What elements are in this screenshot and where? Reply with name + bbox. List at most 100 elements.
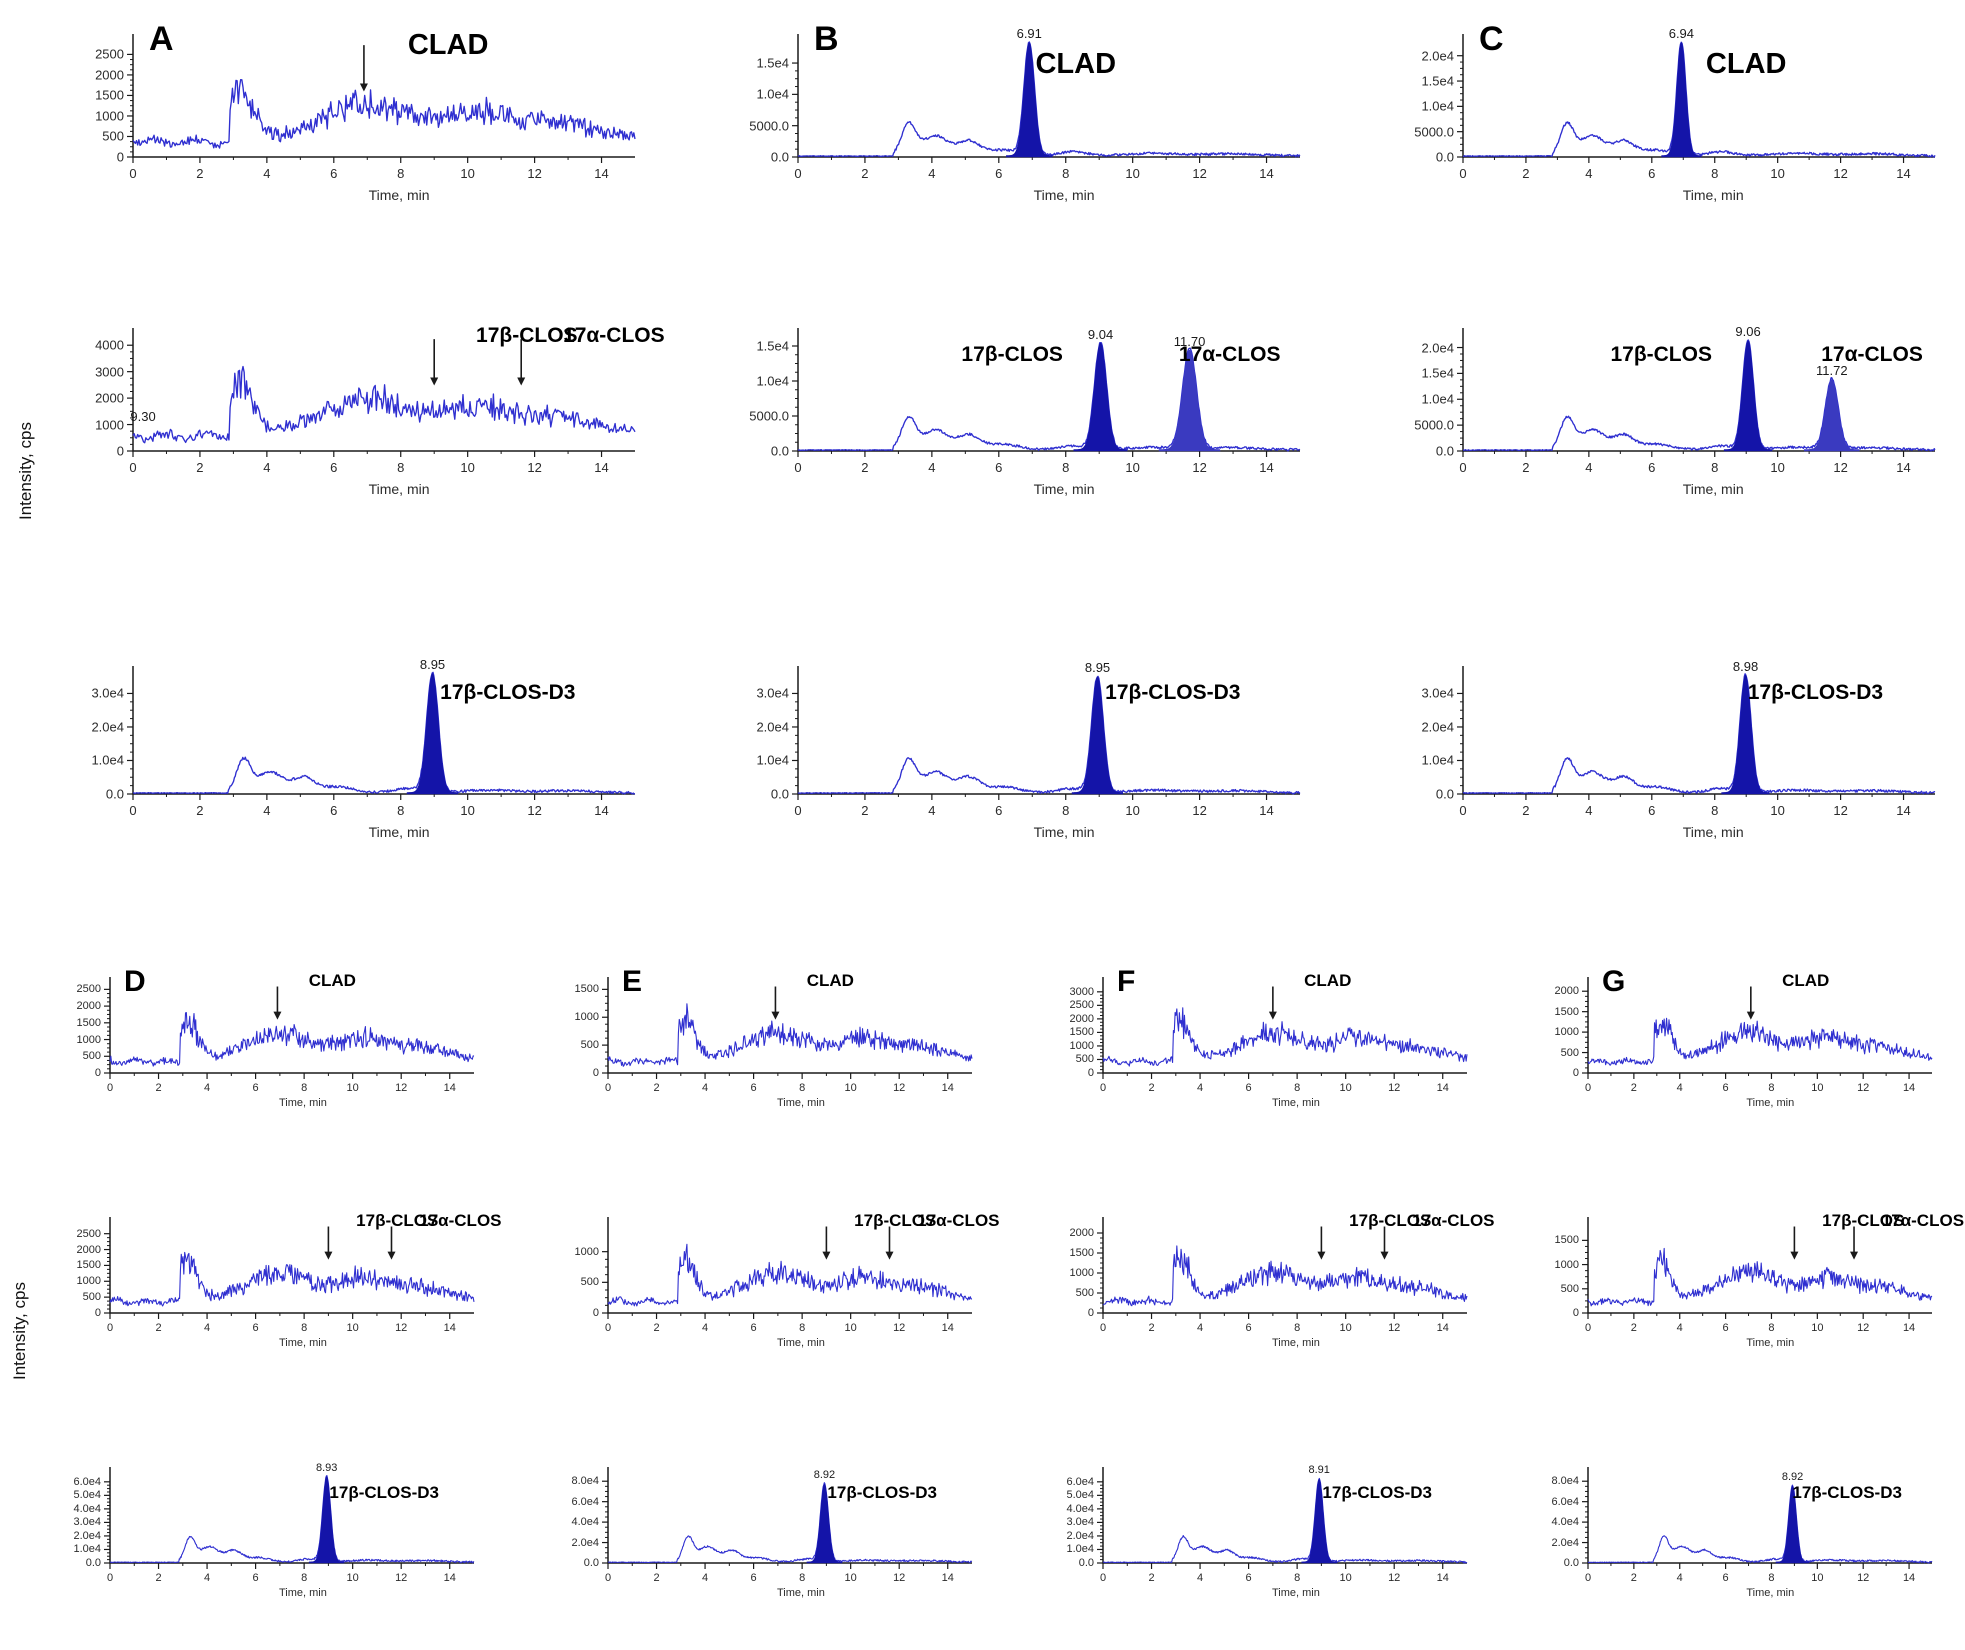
y-tick-label: 500	[580, 1276, 599, 1289]
x-tick-label: 2	[1148, 1322, 1155, 1334]
y-tick-label: 1.0e4	[91, 752, 124, 768]
x-tick-label: 2	[155, 1322, 162, 1334]
x-tick-label: 8	[799, 1322, 806, 1334]
chart-canvas	[792, 328, 1301, 457]
x-tick-label: 8	[1062, 460, 1070, 475]
x-axis-title: Time, min	[1746, 1337, 1795, 1349]
x-tick-label: 2	[196, 166, 204, 181]
x-tick-label: 12	[893, 1322, 906, 1334]
chart-panel-a2: 0 1000 2000 3000 4000 0 2 4 6 8 10 12 14 Time, min 9.3…	[55, 312, 665, 507]
compound-annotation: 17α-CLOS	[563, 323, 665, 347]
y-tick-label: 1000	[76, 1033, 101, 1046]
x-tick-label: 12	[1388, 1572, 1401, 1584]
x-tick-label: 0	[129, 166, 137, 181]
panel-letter-f: F	[1117, 965, 1136, 998]
y-tick-label: 3000	[95, 364, 124, 380]
x-axis-title: Time, min	[1033, 187, 1095, 203]
x-tick-label: 0	[129, 460, 137, 475]
x-tick-label: 2	[1522, 803, 1530, 818]
chart-panel-f3: 0.0 1.0e4 2.0e4 3.0e4 4.0e4 5.0e4 6.0e4 0 2 4 6 8 10…	[1055, 1455, 1475, 1605]
x-axis-title: Time, min	[278, 1337, 327, 1349]
y-tick-label: 4.0e4	[571, 1516, 599, 1529]
x-tick-label: 12	[1192, 803, 1207, 818]
y-tick-label: 2000	[76, 1000, 101, 1013]
compound-annotation: 17β-CLOS	[961, 342, 1063, 366]
x-tick-label: 2	[1148, 1082, 1155, 1094]
chart-panel-b2: 0.0 5000.0 1.0e4 1.5e4 0 2 4 6 8 10 12 14 Time, min 9…	[720, 312, 1310, 507]
x-tick-label: 12	[395, 1082, 408, 1094]
chromatogram-trace	[109, 1251, 475, 1307]
y-tick-label: 6.0e4	[1551, 1495, 1579, 1508]
chart-panel-e3: 0.0 2.0e4 4.0e4 6.0e4 8.0e4 0 2 4 6 8 10 12 14 Time, …	[560, 1455, 980, 1605]
x-tick-label: 10	[346, 1322, 359, 1334]
x-tick-label: 6	[995, 803, 1003, 818]
annotation-arrow	[1317, 1226, 1326, 1260]
x-tick-label: 14	[1436, 1572, 1449, 1584]
x-tick-label: 8	[799, 1082, 806, 1094]
annotation-arrow	[822, 1226, 831, 1260]
x-tick-label: 4	[263, 460, 271, 475]
x-tick-label: 8	[1062, 803, 1070, 818]
x-tick-label: 4	[928, 803, 936, 818]
annotation-arrow	[771, 986, 780, 1020]
y-tick-label: 500	[102, 128, 124, 144]
chart-panel-c3: 0.0 1.0e4 2.0e4 3.0e4 0 2 4 6 8 10 12 14 Time, min 8.…	[1385, 650, 1945, 850]
x-tick-label: 6	[330, 166, 338, 181]
retention-time-label: 8.92	[1781, 1471, 1804, 1484]
x-tick-label: 14	[941, 1572, 954, 1584]
y-tick-label: 4.0e4	[1551, 1516, 1579, 1529]
chart-canvas	[104, 977, 475, 1079]
y-tick-label: 1000	[1069, 1039, 1094, 1052]
x-tick-label: 12	[395, 1322, 408, 1334]
compound-annotation: 17β-CLOS-D3	[329, 1482, 439, 1502]
filled-peak	[406, 673, 459, 795]
y-tick-label: 1.0e4	[756, 752, 789, 768]
x-tick-label: 14	[443, 1572, 456, 1584]
y-tick-label: 0	[94, 1307, 101, 1319]
x-tick-label: 14	[594, 166, 609, 181]
x-tick-label: 6	[252, 1082, 259, 1094]
y-tick-label: 0	[592, 1307, 599, 1319]
panel-letter-g: G	[1602, 965, 1626, 998]
y-tick-label: 1500	[95, 87, 124, 103]
x-tick-label: 14	[1259, 460, 1274, 475]
x-tick-label: 10	[844, 1082, 857, 1094]
chart-canvas	[602, 1467, 973, 1569]
filled-peak	[1158, 349, 1221, 452]
compound-annotation: 17β-CLOS	[1610, 342, 1712, 366]
y-tick-label: 5000.0	[1414, 124, 1454, 140]
x-axis-title: Time, min	[1682, 187, 1744, 203]
x-tick-label: 8	[397, 460, 405, 475]
x-tick-label: 0	[794, 166, 802, 181]
chart-panel-d2: 0 500 1000 1500 2000 2500 0 2 4 6 8 10 12 14 Time, min…	[62, 1205, 502, 1355]
x-tick-label: 12	[1192, 166, 1207, 181]
x-tick-label: 12	[527, 803, 542, 818]
annotation-arrow	[324, 1226, 333, 1260]
x-tick-label: 14	[1259, 166, 1274, 181]
chart-panel-g2: 0 500 1000 1500 0 2 4 6 8 10 12 14 Time, min 17β-CLOS…	[1540, 1205, 1965, 1355]
x-tick-label: 4	[928, 166, 936, 181]
x-tick-label: 2	[653, 1322, 660, 1334]
x-tick-label: 2	[1630, 1322, 1637, 1334]
y-tick-label: 2.0e4	[1551, 1536, 1579, 1549]
x-tick-label: 10	[844, 1572, 857, 1584]
y-tick-label: 1.0e4	[1066, 1543, 1094, 1556]
annotation-arrow	[517, 339, 526, 386]
x-tick-label: 12	[527, 166, 542, 181]
x-tick-label: 4	[1197, 1082, 1204, 1094]
chart-panel-a3: 0.0 1.0e4 2.0e4 3.0e4 0 2 4 6 8 10 12 14 Time, min 8.…	[55, 650, 645, 850]
x-tick-label: 6	[1245, 1322, 1252, 1334]
x-tick-label: 10	[1811, 1322, 1824, 1334]
filled-peak	[308, 1476, 345, 1564]
chart-canvas	[602, 1217, 973, 1319]
chromatogram-trace	[797, 675, 1301, 795]
y-tick-label: 4.0e4	[73, 1502, 101, 1515]
x-tick-label: 14	[1436, 1082, 1449, 1094]
retention-time-label: 9.04	[1087, 326, 1114, 342]
y-tick-label: 1500	[76, 1016, 101, 1029]
y-tick-label: 2500	[76, 983, 101, 996]
x-tick-label: 4	[263, 166, 271, 181]
y-tick-label: 0	[1087, 1067, 1094, 1079]
compound-annotation: 17α-CLOS	[1821, 342, 1923, 366]
y-tick-label: 1000	[1554, 1258, 1579, 1271]
